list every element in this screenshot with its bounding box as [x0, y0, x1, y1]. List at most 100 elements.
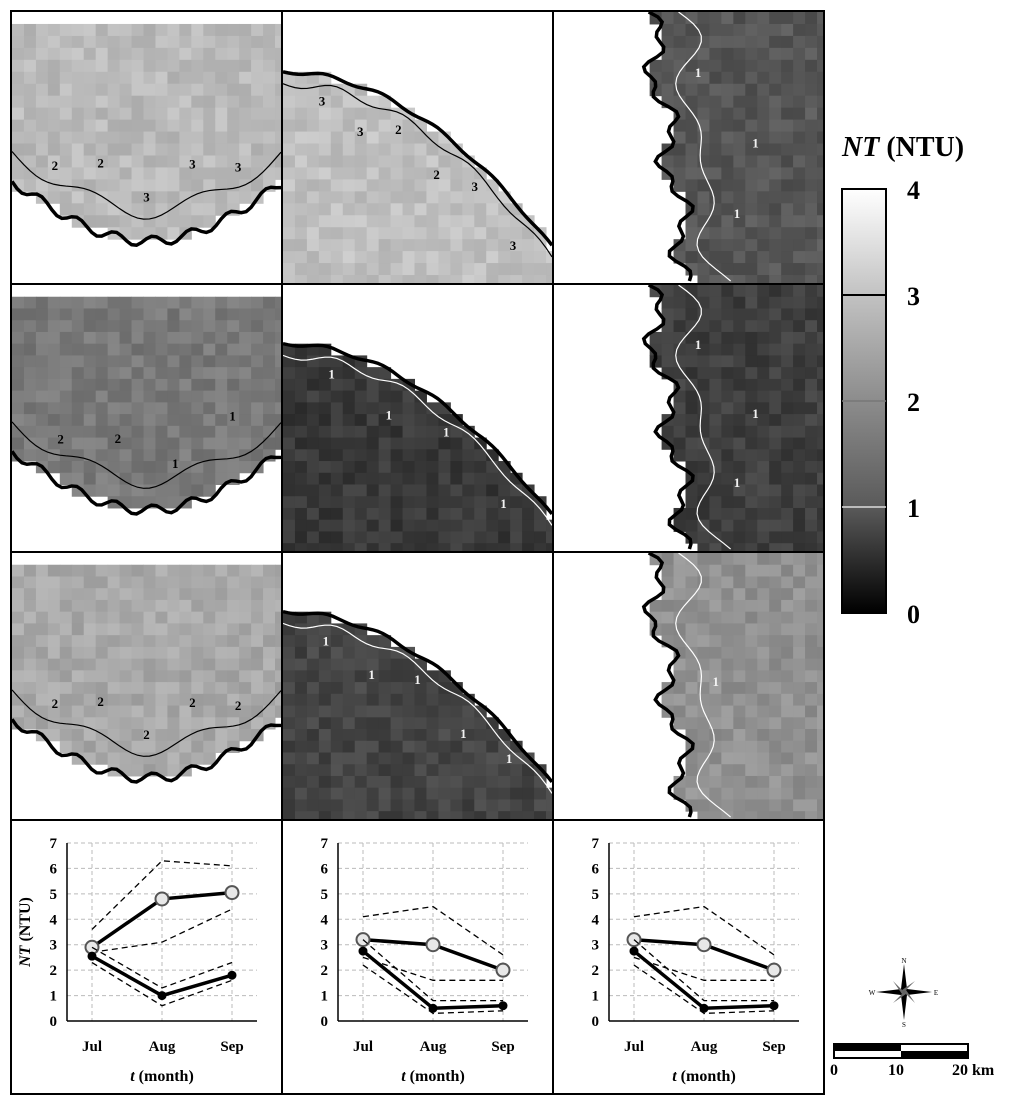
map-canvas: 1 1 1 [641, 285, 823, 551]
water-raster [283, 71, 552, 283]
band-upper [633, 939, 774, 1002]
contour-label: 2 [97, 156, 103, 171]
contour-label: 2 [52, 697, 58, 711]
y-tick-label: 5 [592, 887, 600, 903]
isoline [12, 689, 281, 757]
contour-label: 1 [752, 135, 758, 150]
scale-label-0: 0 [830, 1062, 838, 1079]
band-lower [91, 961, 233, 1007]
coastline [641, 12, 695, 282]
contour-label: 1 [695, 65, 701, 80]
coastline [12, 180, 281, 248]
contour-label: 2 [57, 432, 63, 446]
contour-label: 1 [443, 425, 449, 439]
contour-label: 1 [328, 368, 334, 382]
water-raster [283, 611, 552, 819]
x-tick-label: Aug [420, 1039, 447, 1055]
band-upper [633, 905, 775, 956]
y-tick-label: 3 [592, 938, 600, 954]
y-tick-label: 4 [321, 912, 329, 928]
water-raster [12, 23, 281, 240]
contour-label: 2 [52, 158, 58, 173]
series-filled-circle [358, 939, 508, 1015]
contour-label: 3 [510, 238, 517, 253]
y-tick-label: 2 [321, 963, 329, 979]
x-tick-label: Jul [624, 1039, 644, 1055]
map-tile-r2-c1: 1 1 1 1 1 [281, 551, 554, 821]
legend-title: NT (NTU) [842, 132, 964, 164]
isoline [12, 421, 281, 489]
data-point [699, 1003, 709, 1013]
band-upper [91, 860, 233, 930]
data-point [428, 1003, 438, 1013]
data-point [696, 937, 712, 953]
legend-tick-2: 2 [907, 388, 920, 417]
x-tick-label: Sep [762, 1039, 785, 1055]
data-point [425, 937, 441, 953]
coastline [283, 70, 552, 247]
chart-tile-0: 0 1 2 3 4 5 6 7 Jul Aug Sep t (month) NT (NTU) [10, 819, 283, 1095]
y-tick-label: 5 [50, 887, 58, 903]
chart-grid [609, 842, 799, 1022]
band-lower [362, 964, 504, 1015]
contour-label: 1 [172, 457, 178, 471]
water-raster [12, 564, 281, 777]
y-tick-label: 2 [592, 963, 600, 979]
y-tick-label: 6 [321, 861, 329, 877]
data-point [154, 891, 170, 907]
chart-tile-2: 0 1 2 3 4 5 6 7 Jul Aug Sep t (month) [552, 819, 825, 1095]
map-tile-r0-c0: 2 2 3 3 3 [10, 10, 283, 285]
water-raster [649, 285, 823, 551]
map-canvas: 1 [641, 553, 823, 819]
contour-label: 2 [143, 728, 149, 742]
line-chart: 0 1 2 3 4 5 6 7 Jul Aug Sep t (month) [321, 836, 528, 1085]
data-point [355, 932, 371, 948]
x-tick-label: Aug [691, 1039, 718, 1055]
coastline [283, 610, 552, 783]
coastline [12, 718, 281, 784]
map-tile-r2-c2: 1 [552, 551, 825, 821]
x-tick-label: Jul [353, 1039, 373, 1055]
y-tick-label: 5 [321, 887, 329, 903]
map-canvas: 2 2 2 2 2 [12, 564, 281, 784]
contour-label: 2 [235, 699, 241, 713]
x-axis-title: t (month) [672, 1068, 736, 1085]
y-tick-label: 1 [592, 989, 600, 1005]
contour-label: 1 [752, 407, 758, 421]
data-point [629, 946, 639, 956]
y-tick-label: 3 [50, 938, 58, 954]
contour-label: 3 [189, 157, 196, 172]
isoline [283, 83, 552, 258]
compass-w: W [869, 989, 876, 997]
contour-label: 2 [97, 695, 103, 709]
y-tick-label: 2 [50, 963, 58, 979]
data-point [495, 962, 511, 978]
data-point [224, 885, 240, 901]
contour-label: 1 [460, 727, 466, 741]
chart-grid [338, 842, 528, 1022]
y-tick-label: 0 [321, 1014, 329, 1030]
contour-label: 1 [500, 497, 506, 511]
contour-label: 3 [472, 179, 479, 194]
band-upper [362, 939, 503, 1002]
data-point [769, 1001, 779, 1011]
compass-s: S [902, 1021, 906, 1028]
legend-tick-3: 3 [907, 282, 920, 311]
contour-label: 3 [235, 160, 242, 175]
y-tick-label: 1 [50, 989, 58, 1005]
legend-tick-4: 4 [907, 176, 920, 205]
contour-label: 2 [395, 122, 401, 137]
x-tick-label: Sep [491, 1039, 514, 1055]
contour-label: 1 [695, 338, 701, 352]
contour-label: 2 [189, 696, 195, 710]
compass-n: N [901, 957, 906, 965]
compass-e: E [934, 989, 938, 997]
isoline [283, 354, 552, 526]
y-tick-label: 3 [321, 938, 329, 954]
y-tick-label: 6 [592, 861, 600, 877]
contour-label: 1 [734, 206, 740, 221]
band-lower [633, 964, 775, 1015]
series-open-circle [626, 905, 782, 981]
legend-tick-1: 1 [907, 494, 920, 523]
